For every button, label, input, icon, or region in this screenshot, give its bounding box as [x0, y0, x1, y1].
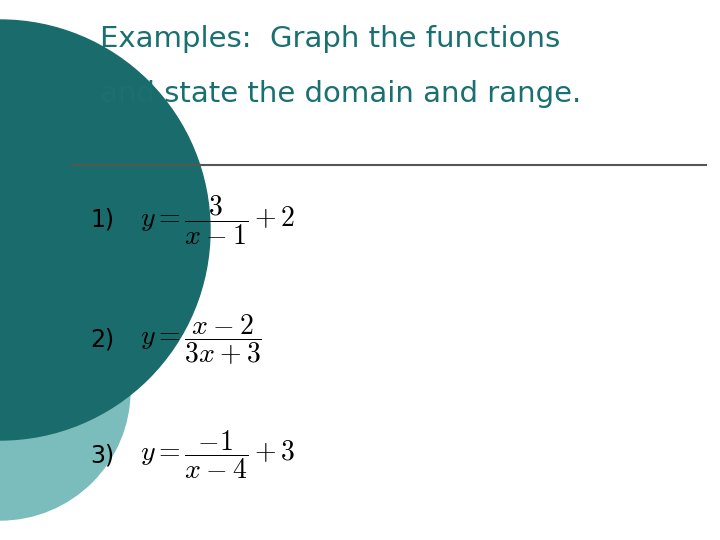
Text: and state the domain and range.: and state the domain and range. [100, 80, 581, 108]
Text: $y = \dfrac{-1}{x-4}+3$: $y = \dfrac{-1}{x-4}+3$ [140, 429, 295, 481]
Circle shape [0, 260, 130, 520]
Text: $y = \dfrac{3}{x-1}+2$: $y = \dfrac{3}{x-1}+2$ [140, 193, 295, 247]
Text: Examples:  Graph the functions: Examples: Graph the functions [100, 25, 560, 53]
Circle shape [0, 20, 210, 440]
Text: 1): 1) [90, 208, 114, 232]
Text: 3): 3) [90, 443, 114, 467]
Text: $y = \dfrac{x-2}{3x+3}$: $y = \dfrac{x-2}{3x+3}$ [140, 313, 262, 367]
Text: 2): 2) [90, 328, 114, 352]
